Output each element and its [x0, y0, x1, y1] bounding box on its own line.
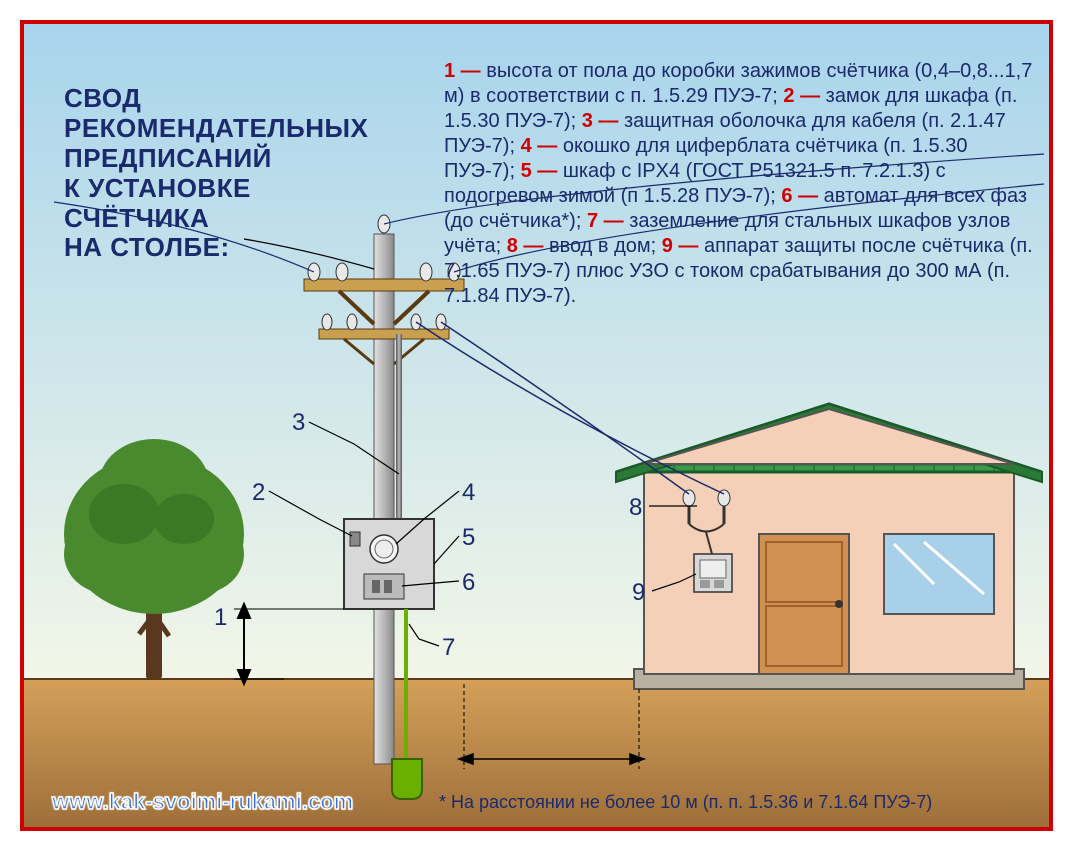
footnote: * На расстоянии не более 10 м (п. п. 1.5…	[439, 792, 932, 813]
callout-7: 7	[442, 634, 455, 662]
callout-8: 8	[629, 494, 642, 522]
callout-9: 9	[632, 579, 645, 607]
callout-4: 4	[462, 479, 475, 507]
watermark: www.kak-svoimi-rukami.com	[52, 789, 353, 815]
callout-2: 2	[252, 479, 265, 507]
diagram-frame: Рис. 1	[20, 20, 1053, 831]
legend-text: 1 — высота от пола до коробки зажимов сч…	[444, 59, 1034, 309]
callout-6: 6	[462, 569, 475, 597]
diagram-title: СВОД РЕКОМЕНДАТЕЛЬНЫХ ПРЕДПИСАНИЙ К УСТА…	[64, 84, 368, 263]
callout-1: 1	[214, 604, 227, 632]
callout-3: 3	[292, 409, 305, 437]
callout-5: 5	[462, 524, 475, 552]
